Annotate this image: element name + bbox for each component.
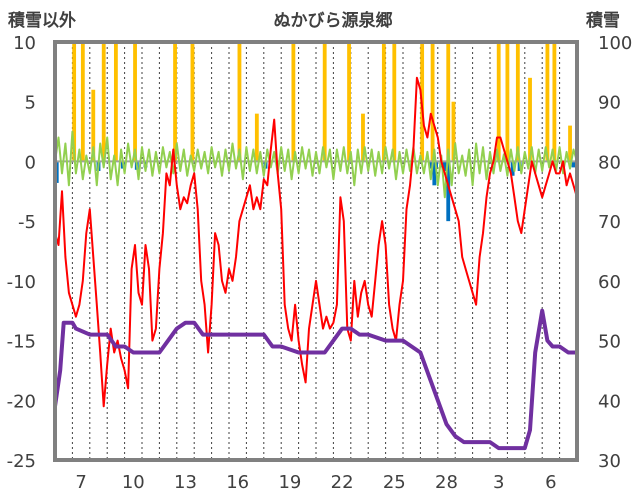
left-tick-label: 0 [25, 152, 36, 173]
bar [568, 125, 572, 162]
left-tick-label: 5 [25, 93, 36, 114]
bar [101, 42, 106, 162]
bar [237, 42, 242, 162]
series-line [54, 130, 578, 199]
right-tick-label: 30 [598, 451, 621, 472]
x-tick-label: 19 [278, 472, 301, 493]
left-axis-label: 積雪以外 [8, 10, 76, 31]
bar [528, 77, 532, 162]
x-tick-label: 28 [435, 472, 458, 493]
left-tick-label: -10 [7, 272, 36, 293]
right-tick-label: 80 [598, 152, 621, 173]
bar [173, 42, 177, 162]
right-tick-label: 90 [598, 93, 621, 114]
x-tick-label: 13 [174, 472, 197, 493]
bar [496, 42, 501, 162]
x-tick-label: 10 [122, 472, 145, 493]
line-series [53, 76, 578, 451]
right-tick-label: 40 [598, 391, 621, 412]
frame-rect [53, 40, 579, 462]
series-line [54, 76, 578, 408]
right-tick-label: 70 [598, 212, 621, 233]
bar [545, 42, 550, 162]
bar [446, 161, 451, 222]
x-tick-label: 25 [383, 472, 406, 493]
bar [72, 42, 77, 162]
bar [432, 161, 437, 186]
bar [91, 89, 96, 162]
bar [446, 42, 451, 162]
plot-frame [53, 40, 579, 462]
bar [451, 101, 456, 162]
left-tick-label: 10 [13, 33, 36, 54]
bar [361, 113, 365, 162]
x-tick-label: 3 [493, 472, 504, 493]
bar [505, 42, 510, 162]
x-tick-label: 22 [331, 472, 354, 493]
bar [392, 42, 397, 162]
right-axis-label: 積雪 [586, 10, 620, 31]
bar [381, 42, 386, 162]
left-tick-label: -5 [18, 212, 36, 233]
x-tick-label: 6 [545, 472, 556, 493]
bar [322, 42, 327, 162]
bar [113, 42, 118, 162]
left-tick-label: -20 [7, 391, 36, 412]
series-line [53, 308, 577, 451]
left-tick-labels: 10 5 0 -5 -10 -15 -20 -25 [7, 33, 36, 472]
bar [133, 42, 137, 162]
bar [442, 161, 447, 171]
bar [515, 42, 520, 162]
right-tick-label: 60 [598, 272, 621, 293]
x-tick-label: 7 [75, 472, 86, 493]
bar [190, 42, 195, 162]
right-tick-label: 50 [598, 332, 621, 353]
bar [347, 42, 351, 162]
bar [80, 42, 85, 162]
left-tick-label: -15 [7, 332, 36, 353]
bar [552, 42, 557, 162]
bar [254, 113, 259, 162]
x-tick-labels: 7 10 13 16 19 22 25 28 3 6 [75, 472, 556, 493]
chart-title: ぬかびら源泉郷 [274, 10, 393, 31]
bar [510, 161, 515, 176]
bar [291, 42, 296, 162]
right-tick-label: 100 [598, 33, 632, 54]
left-tick-label: -25 [7, 451, 36, 472]
x-tick-label: 16 [226, 472, 249, 493]
right-tick-labels: 100 90 80 70 60 50 40 30 [598, 33, 632, 472]
bar-series [54, 42, 579, 222]
bar [428, 161, 433, 169]
bar [571, 161, 576, 168]
bar [430, 42, 435, 162]
